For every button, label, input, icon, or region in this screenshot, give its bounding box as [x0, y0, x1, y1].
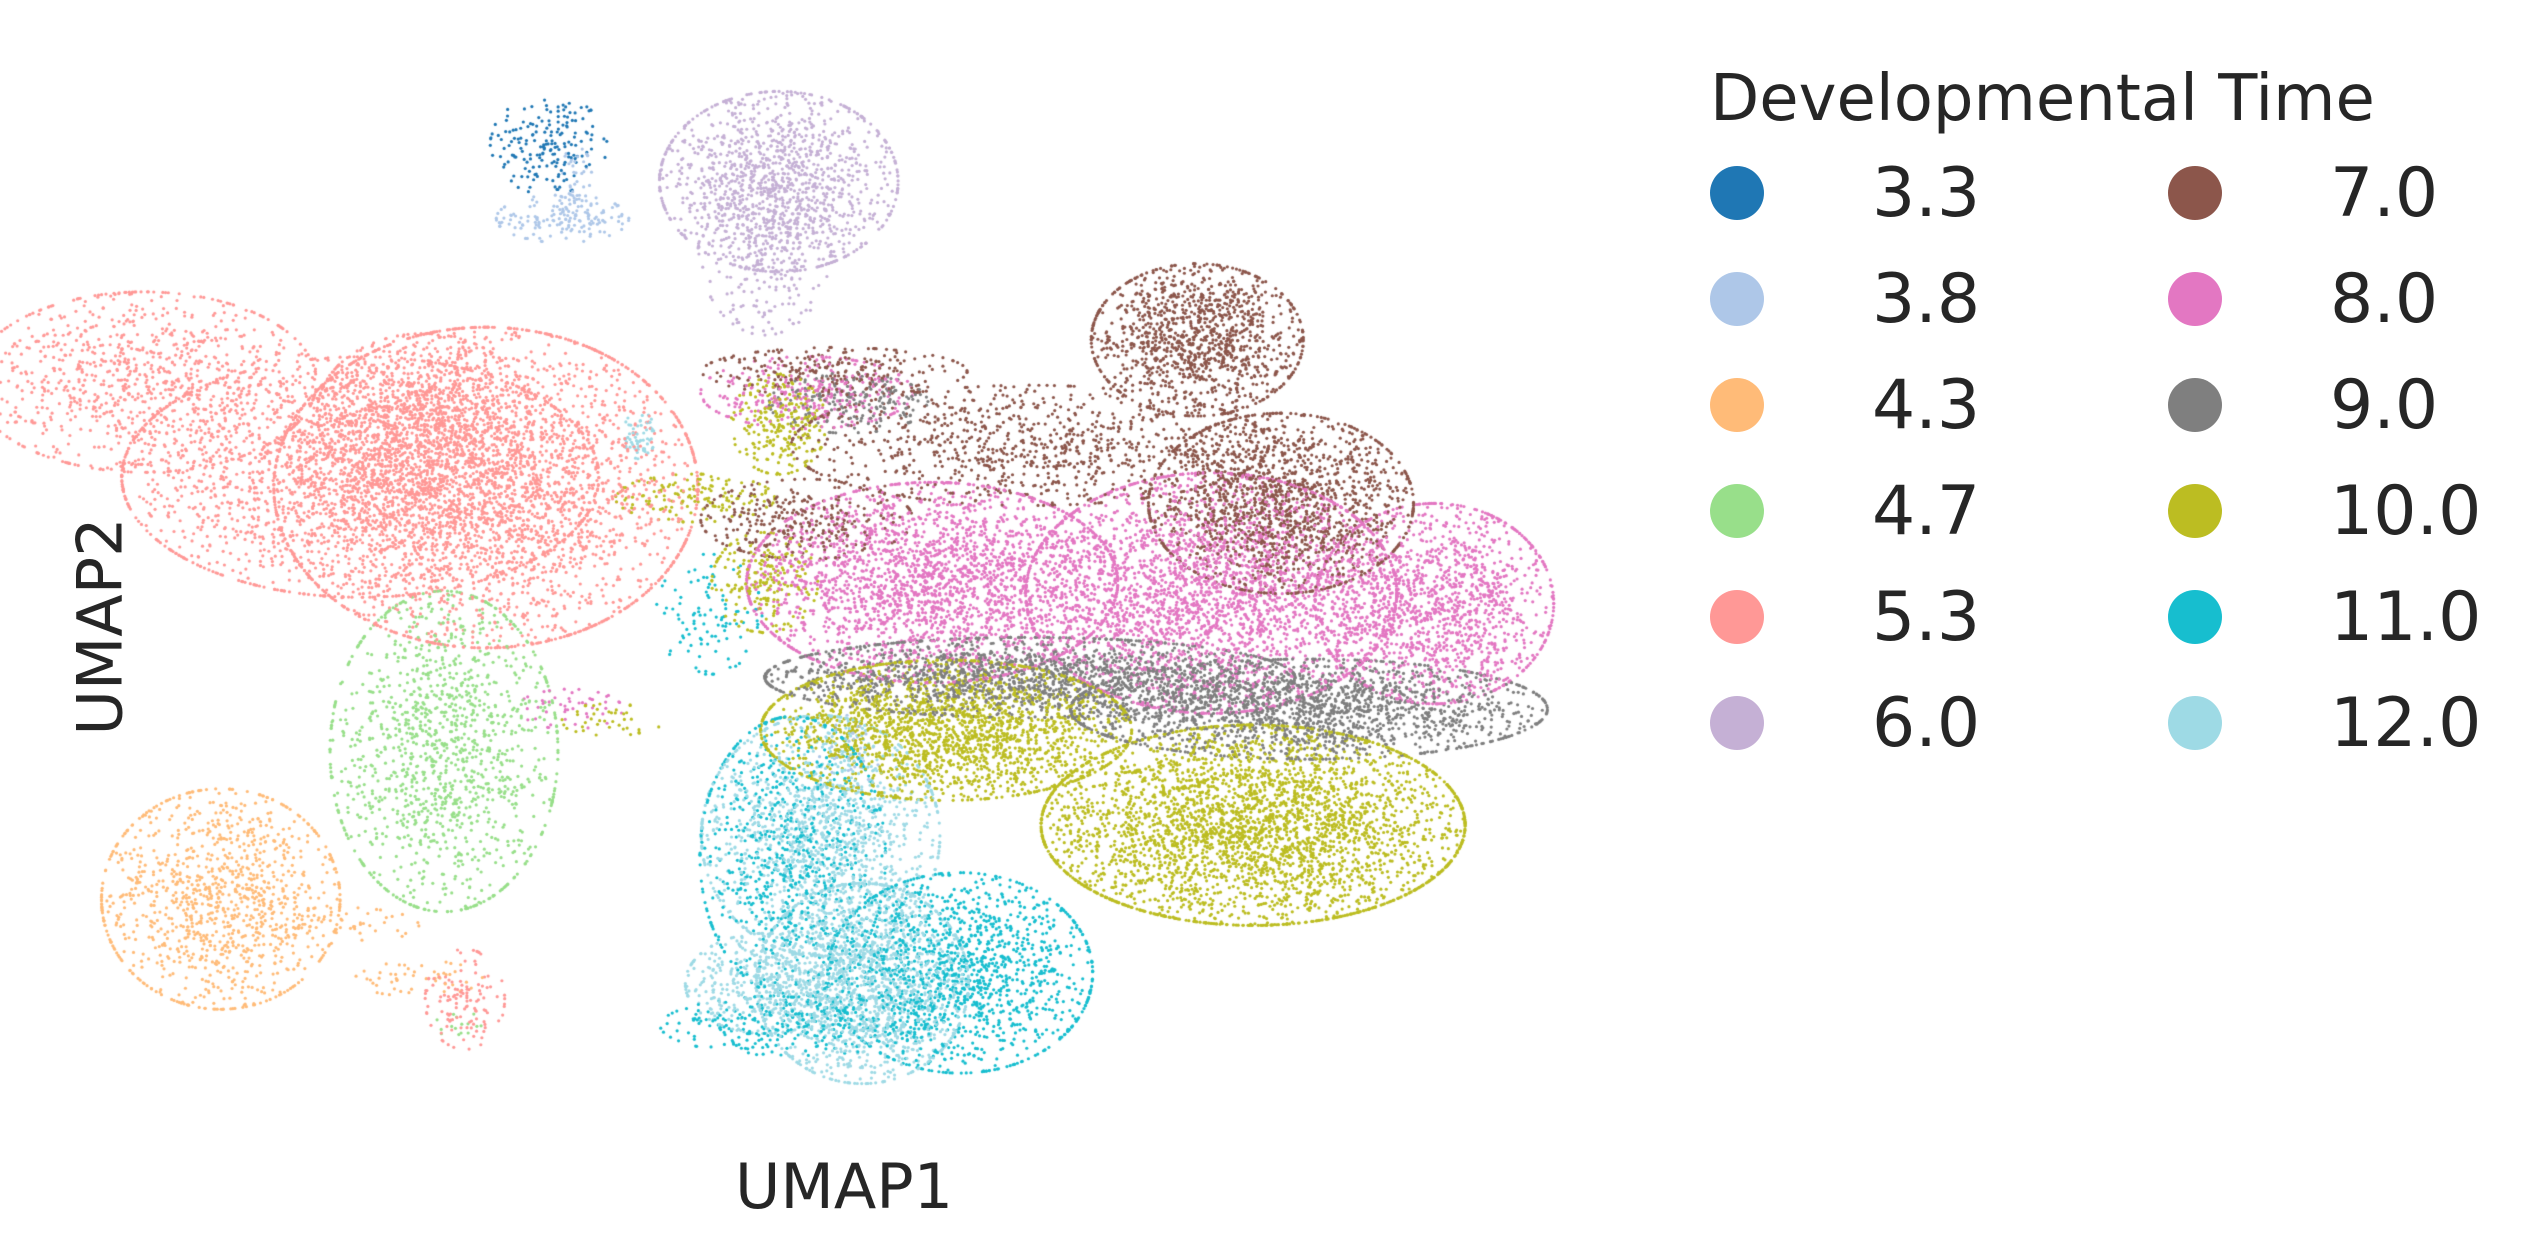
- legend-marker: [1710, 166, 1764, 220]
- legend-entry: 3.8: [1710, 246, 1980, 352]
- legend: Developmental Time 3.3 3.8 4.3 4.7 5.3 6.0 7.0…: [1710, 62, 2481, 763]
- legend-label: 3.8: [1872, 259, 1981, 339]
- legend-entry: 9.0: [2168, 352, 2438, 458]
- legend-title: Developmental Time: [1710, 62, 2375, 136]
- legend-label: 6.0: [1872, 683, 1981, 763]
- y-axis-label: UMAP2: [63, 517, 137, 736]
- legend-label: 10.0: [2330, 471, 2482, 551]
- legend-entry: 11.0: [2168, 564, 2481, 670]
- legend-marker: [1710, 272, 1764, 326]
- legend-label: 4.3: [1872, 365, 1981, 445]
- legend-marker: [2168, 272, 2222, 326]
- legend-entry: 6.0: [1710, 670, 1980, 776]
- legend-label: 8.0: [2330, 259, 2439, 339]
- x-axis-label: UMAP1: [735, 1150, 954, 1223]
- legend-marker: [2168, 696, 2222, 750]
- legend-marker: [2168, 590, 2222, 644]
- legend-entry: 12.0: [2168, 670, 2481, 776]
- legend-marker: [1710, 378, 1764, 432]
- legend-label: 7.0: [2330, 153, 2439, 233]
- legend-entry: 7.0: [2168, 140, 2438, 246]
- umap-scatter-plot: [0, 0, 1660, 1254]
- legend-label: 3.3: [1872, 153, 1981, 233]
- legend-label: 4.7: [1872, 471, 1981, 551]
- legend-entry: 5.3: [1710, 564, 1980, 670]
- legend-label: 11.0: [2330, 577, 2482, 657]
- legend-marker: [2168, 378, 2222, 432]
- legend-marker: [2168, 484, 2222, 538]
- legend-marker: [1710, 484, 1764, 538]
- legend-entry: 3.3: [1710, 140, 1980, 246]
- legend-entry: 10.0: [2168, 458, 2481, 564]
- legend-marker: [1710, 590, 1764, 644]
- legend-marker: [1710, 696, 1764, 750]
- legend-label: 12.0: [2330, 683, 2482, 763]
- legend-entry: 8.0: [2168, 246, 2438, 352]
- legend-label: 9.0: [2330, 365, 2439, 445]
- legend-label: 5.3: [1872, 577, 1981, 657]
- legend-entry: 4.7: [1710, 458, 1980, 564]
- legend-entry: 4.3: [1710, 352, 1980, 458]
- legend-marker: [2168, 166, 2222, 220]
